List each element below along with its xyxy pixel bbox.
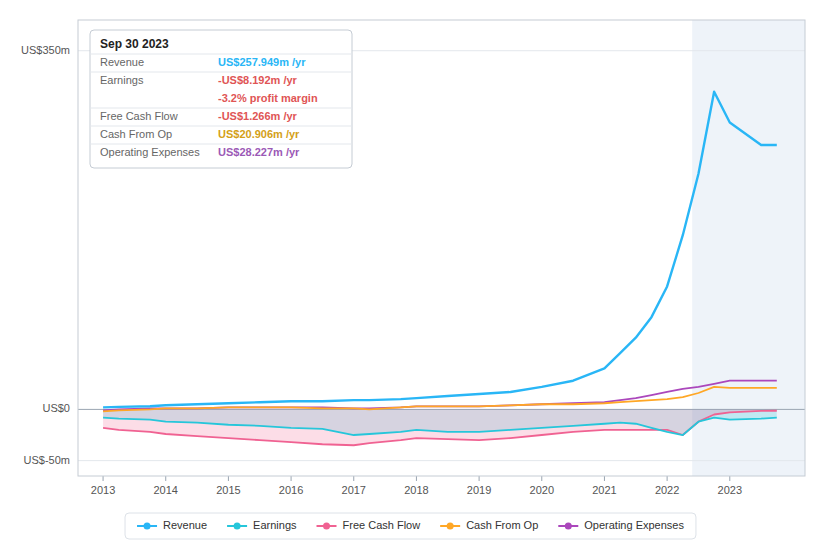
line (103, 411, 777, 446)
line (103, 387, 777, 412)
x-tick-label: 2015 (216, 484, 240, 496)
x-tick (103, 476, 104, 481)
legend-marker (565, 523, 572, 530)
legend-item: Revenue (137, 519, 207, 531)
legend-item: Free Cash Flow (317, 519, 421, 531)
legend-label: Cash From Op (466, 519, 538, 531)
legend-marker (323, 523, 330, 530)
y-tick-label: US$-50m (24, 454, 70, 466)
x-tick-label: 2020 (530, 484, 554, 496)
x-tick-label: 2023 (718, 484, 742, 496)
info-box-separator (90, 126, 352, 127)
y-tick-label: US$0 (42, 402, 70, 414)
legend-marker (234, 523, 241, 530)
info-box-value: US$20.906m /yr (218, 128, 300, 140)
legend-item: Earnings (227, 519, 297, 531)
info-box-label: Cash From Op (100, 128, 172, 140)
x-tick (667, 476, 668, 481)
info-box-title: Sep 30 2023 (100, 37, 169, 51)
x-tick-label: 2022 (655, 484, 679, 496)
info-box-frame (90, 30, 352, 168)
info-box-separator (90, 54, 352, 55)
info-box-value: -US$1.266m /yr (218, 110, 298, 122)
x-tick (416, 476, 417, 481)
legend-item: Cash From Op (440, 519, 538, 531)
x-tick (604, 476, 605, 481)
x-tick (353, 476, 354, 481)
info-box-label: Free Cash Flow (100, 110, 178, 122)
legend-marker (144, 523, 151, 530)
info-box-value: -US$8.192m /yr (218, 74, 298, 86)
info-box-label: Operating Expenses (100, 146, 200, 158)
chart: US$-50mUS$0US$350m2013201420152016201720… (0, 0, 821, 560)
info-box-value: US$28.227m /yr (218, 146, 300, 158)
x-tick-label: 2018 (404, 484, 428, 496)
x-tick (479, 476, 480, 481)
x-tick-label: 2014 (153, 484, 177, 496)
legend-frame (125, 513, 696, 539)
x-tick (541, 476, 542, 481)
info-box: Sep 30 2023 Revenue US$257.949m /yr Earning… (90, 30, 352, 168)
info-box-separator (90, 108, 352, 109)
legend-marker (447, 523, 454, 530)
info-box-label: Revenue (100, 56, 144, 68)
legend-label: Earnings (253, 519, 297, 531)
legend: Revenue Earnings Free Cash Flow Cash From O… (125, 513, 696, 539)
line (103, 418, 777, 435)
legend-label: Free Cash Flow (343, 519, 421, 531)
info-box-separator (90, 72, 352, 73)
area (103, 409, 777, 445)
x-tick-label: 2017 (342, 484, 366, 496)
y-axis: US$-50m US$0 US$350m (21, 44, 70, 466)
legend-label: Revenue (163, 519, 207, 531)
y-tick-label: US$350m (21, 44, 70, 56)
x-tick (729, 476, 730, 481)
x-tick (165, 476, 166, 481)
legend-item: Operating Expenses (558, 519, 684, 531)
x-tick-label: 2021 (592, 484, 616, 496)
x-tick-label: 2013 (91, 484, 115, 496)
x-tick (291, 476, 292, 481)
x-tick-label: 2019 (467, 484, 491, 496)
info-box-value: -3.2% profit margin (218, 92, 318, 104)
x-axis: 2013 2014 2015 2016 2017 2018 2019 2020 2021 2022… (91, 476, 742, 496)
plot-frame (78, 20, 805, 476)
grid-line (78, 460, 805, 461)
info-box-value: US$257.949m /yr (218, 56, 306, 68)
legend-label: Operating Expenses (584, 519, 684, 531)
x-tick (228, 476, 229, 481)
info-box-label: Earnings (100, 74, 144, 86)
plot-area (78, 20, 805, 476)
highlight-band (692, 20, 805, 476)
x-tick-label: 2016 (279, 484, 303, 496)
info-box-separator (90, 144, 352, 145)
